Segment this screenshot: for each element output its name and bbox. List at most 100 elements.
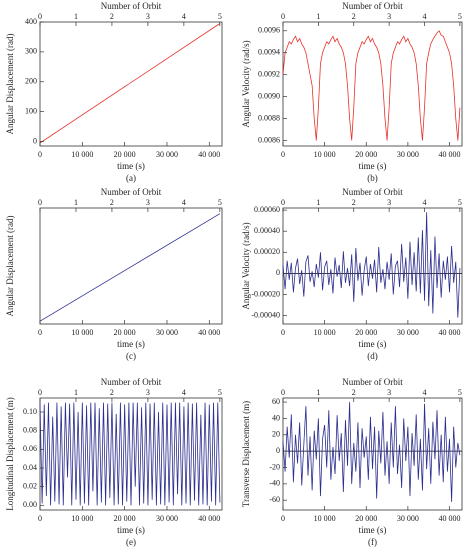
x2-tick-label: 2 — [110, 198, 114, 207]
x2-tick-label: 4 — [423, 388, 427, 397]
y-tick-label: 0.0094 — [258, 48, 280, 57]
x2-tick-label: 2 — [110, 388, 114, 397]
top-axis-label: Number of Orbit — [101, 1, 162, 11]
x2-tick-label: 0 — [38, 198, 42, 207]
y-axis-label: Transverse Displacement (m) — [241, 401, 251, 507]
y-tick-label: 0.0086 — [258, 135, 280, 144]
x2-tick-label: 5 — [458, 198, 462, 207]
panel-caption: (b) — [367, 173, 378, 183]
x-tick-label: 40 000 — [198, 328, 220, 337]
top-axis-label: Number of Orbit — [342, 187, 403, 197]
panel-caption: (f) — [368, 537, 377, 547]
data-line — [282, 30, 461, 141]
y-tick-label: -40 — [269, 479, 280, 488]
x-tick-label: 0 — [281, 514, 285, 523]
x-tick-label: 20 000 — [355, 514, 377, 523]
x-tick-label: 0 — [281, 150, 285, 159]
panel-caption: (e) — [126, 537, 136, 547]
x2-tick-label: 5 — [218, 388, 222, 397]
y-tick-label: 0.00060 — [254, 205, 280, 214]
x-tick-label: 40 000 — [198, 514, 220, 523]
x2-tick-label: 4 — [182, 198, 186, 207]
x2-tick-label: 0 — [38, 388, 42, 397]
x-tick-label: 0 — [38, 150, 42, 159]
x-tick-label: 40 000 — [439, 514, 461, 523]
x2-tick-label: 1 — [74, 198, 78, 207]
x-tick-label: 20 000 — [114, 514, 136, 523]
y-tick-label: 40 — [272, 413, 280, 422]
x-tick-label: 30 000 — [397, 328, 419, 337]
x-tick-label: 10 000 — [314, 150, 336, 159]
data-line — [282, 212, 461, 318]
y-axis-label: Longitudinal Displacement (m) — [5, 397, 15, 510]
panel-caption: (d) — [367, 351, 378, 361]
y-tick-label: 0.06 — [23, 444, 37, 453]
top-axis-label: Number of Orbit — [342, 1, 403, 11]
y-tick-label: 0.0096 — [258, 26, 280, 35]
x-tick-label: 10 000 — [71, 150, 93, 159]
x2-tick-label: 3 — [146, 12, 150, 21]
x2-tick-label: 5 — [218, 12, 222, 21]
data-line — [39, 402, 221, 506]
x-tick-label: 0 — [38, 514, 42, 523]
y-tick-label: 0.00 — [23, 500, 37, 509]
top-axis-label: Number of Orbit — [342, 377, 403, 387]
x-axis-label: time (s) — [359, 525, 387, 535]
data-line — [39, 23, 221, 144]
x2-tick-label: 5 — [218, 198, 222, 207]
y-tick-label: 0.0088 — [258, 113, 280, 122]
plot-frame — [282, 207, 463, 325]
y-tick-label: 200 — [25, 77, 37, 86]
y-tick-label: 0 — [276, 446, 280, 455]
y-tick-label: 0.0090 — [258, 91, 280, 100]
x2-tick-label: 1 — [316, 12, 320, 21]
x-axis-label: time (s) — [359, 161, 387, 171]
y-tick-label: 0.04 — [23, 463, 37, 472]
x-tick-label: 20 000 — [355, 328, 377, 337]
x2-tick-label: 1 — [316, 388, 320, 397]
x2-tick-label: 3 — [387, 198, 391, 207]
x2-tick-label: 1 — [74, 12, 78, 21]
x-tick-label: 30 000 — [397, 514, 419, 523]
y-axis-label: Angular Displacement (rad) — [5, 216, 15, 317]
x-tick-label: 0 — [281, 328, 285, 337]
x-tick-label: 40 000 — [198, 150, 220, 159]
x-axis-label: time (s) — [117, 339, 145, 349]
y-tick-label: 0 — [276, 268, 280, 277]
x2-tick-label: 4 — [423, 12, 427, 21]
y-tick-label: -20 — [269, 462, 280, 471]
x2-tick-label: 0 — [38, 12, 42, 21]
x-axis-label: time (s) — [117, 161, 145, 171]
y-axis-label: Angular Velocity (rad/s) — [241, 222, 251, 309]
y-tick-label: 300 — [25, 47, 37, 56]
x2-tick-label: 0 — [281, 12, 285, 21]
y-tick-label: 60 — [272, 397, 280, 406]
x2-tick-label: 1 — [74, 388, 78, 397]
data-line — [282, 402, 461, 502]
x2-tick-label: 3 — [146, 388, 150, 397]
x2-tick-label: 4 — [423, 198, 427, 207]
x2-tick-label: 3 — [146, 198, 150, 207]
x2-tick-label: 0 — [281, 198, 285, 207]
x-axis-label: time (s) — [117, 525, 145, 535]
x2-tick-label: 5 — [458, 12, 462, 21]
y-axis-label: Angular Displacement (rad) — [5, 34, 15, 135]
y-tick-label: 0.00040 — [254, 226, 280, 235]
x2-tick-label: 2 — [352, 388, 356, 397]
x-tick-label: 30 000 — [156, 514, 178, 523]
x-tick-label: 30 000 — [156, 328, 178, 337]
x2-tick-label: 4 — [182, 12, 186, 21]
x-tick-label: 0 — [38, 328, 42, 337]
y-axis-label: Angular Velocity (rad/s) — [241, 40, 251, 127]
y-tick-label: 100 — [25, 106, 37, 115]
x2-tick-label: 2 — [110, 12, 114, 21]
panel-caption: (c) — [126, 351, 136, 361]
x-tick-label: 10 000 — [314, 328, 336, 337]
top-axis-label: Number of Orbit — [101, 377, 162, 387]
y-tick-label: -0.00020 — [251, 289, 280, 298]
x-tick-label: 20 000 — [114, 328, 136, 337]
y-tick-label: -60 — [269, 495, 280, 504]
x-tick-label: 40 000 — [439, 328, 461, 337]
y-tick-label: 0.10 — [23, 407, 37, 416]
